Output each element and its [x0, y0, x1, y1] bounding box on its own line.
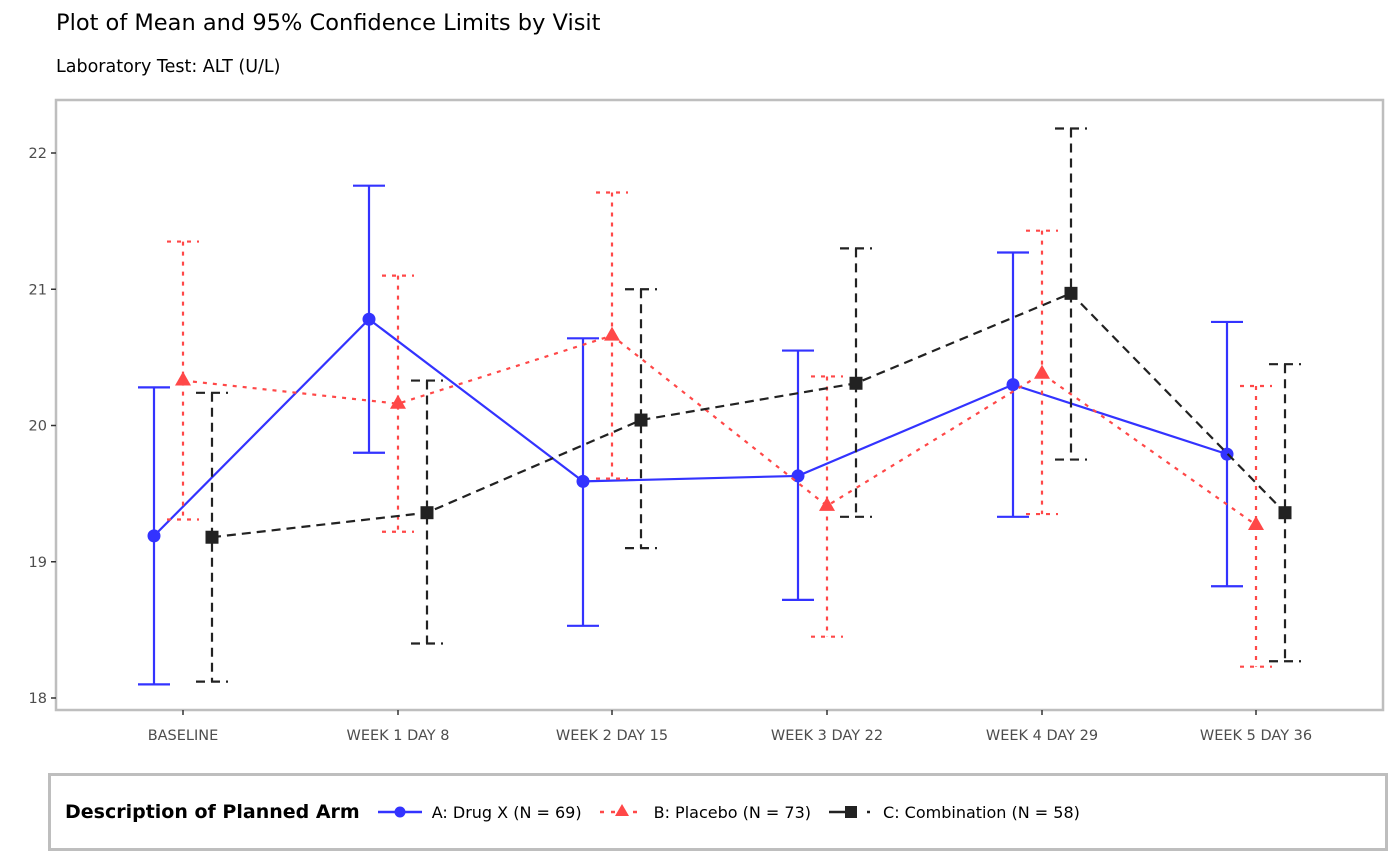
- series-line: [153, 317, 1228, 537]
- x-tick-label: WEEK 4 DAY 29: [986, 728, 1098, 744]
- y-tick-label: 20: [29, 419, 47, 435]
- y-axis: 18 19 20 21 22: [29, 146, 56, 707]
- series-circle: [138, 184, 1243, 686]
- data-point: [849, 376, 863, 390]
- data-point: [1248, 515, 1264, 530]
- x-tick-label: BASELINE: [148, 728, 219, 744]
- legend-label: B: Placebo (N = 73): [653, 802, 812, 822]
- x-tick-label: WEEK 2 DAY 15: [556, 728, 668, 744]
- x-tick-label: WEEK 5 DAY 36: [1200, 728, 1312, 744]
- data-point: [576, 474, 590, 488]
- data-point: [1034, 364, 1050, 379]
- chart-subtitle: Laboratory Test: ALT (U/L): [56, 57, 281, 77]
- series-line: [211, 292, 1286, 539]
- data-point: [420, 506, 434, 520]
- data-point: [1278, 506, 1292, 520]
- series-triangle: [167, 191, 1272, 668]
- legend-item-drug-x[interactable]: A: Drug X (N = 69): [376, 802, 582, 822]
- legend-item-combination[interactable]: C: Combination (N = 58): [827, 802, 1080, 822]
- y-tick-label: 19: [29, 555, 47, 571]
- y-tick-label: 18: [29, 691, 47, 707]
- series-square: [196, 127, 1301, 683]
- data-point: [634, 413, 648, 427]
- series-layer: [138, 127, 1301, 686]
- data-point: [175, 371, 191, 386]
- x-tick-label: WEEK 1 DAY 8: [346, 728, 449, 744]
- legend-label: A: Drug X (N = 69): [431, 802, 582, 822]
- data-point: [362, 312, 376, 326]
- chart-title: Plot of Mean and 95% Confidence Limits b…: [56, 10, 601, 36]
- x-tick-label: WEEK 3 DAY 22: [771, 728, 883, 744]
- data-point: [1064, 286, 1078, 300]
- data-point: [604, 326, 620, 341]
- legend-item-placebo[interactable]: B: Placebo (N = 73): [598, 802, 811, 822]
- square-marker-icon: [829, 806, 871, 818]
- legend-title: Description of Planned Arm: [65, 801, 360, 823]
- y-tick-label: 21: [29, 282, 47, 298]
- data-point: [819, 496, 835, 511]
- data-point: [1006, 378, 1020, 392]
- circle-marker-icon: [377, 806, 422, 818]
- y-tick-label: 22: [29, 146, 47, 162]
- series-line: [182, 334, 1257, 526]
- plot-panel-border: [54, 98, 1385, 712]
- legend-label: C: Combination (N = 58): [883, 802, 1080, 822]
- chart-plot: 18 19 20 21 22 BASELINE WEEK 1 DAY 8 WEEK 2 DA…: [29, 98, 1385, 744]
- triangle-marker-icon: [599, 804, 644, 816]
- data-point: [390, 394, 406, 409]
- legend: Description of Planned Arm A: Drug X (N …: [48, 773, 1388, 851]
- data-point: [205, 530, 219, 544]
- data-point: [147, 529, 161, 543]
- x-axis: BASELINE WEEK 1 DAY 8 WEEK 2 DAY 15 WEEK 3 …: [148, 710, 1312, 744]
